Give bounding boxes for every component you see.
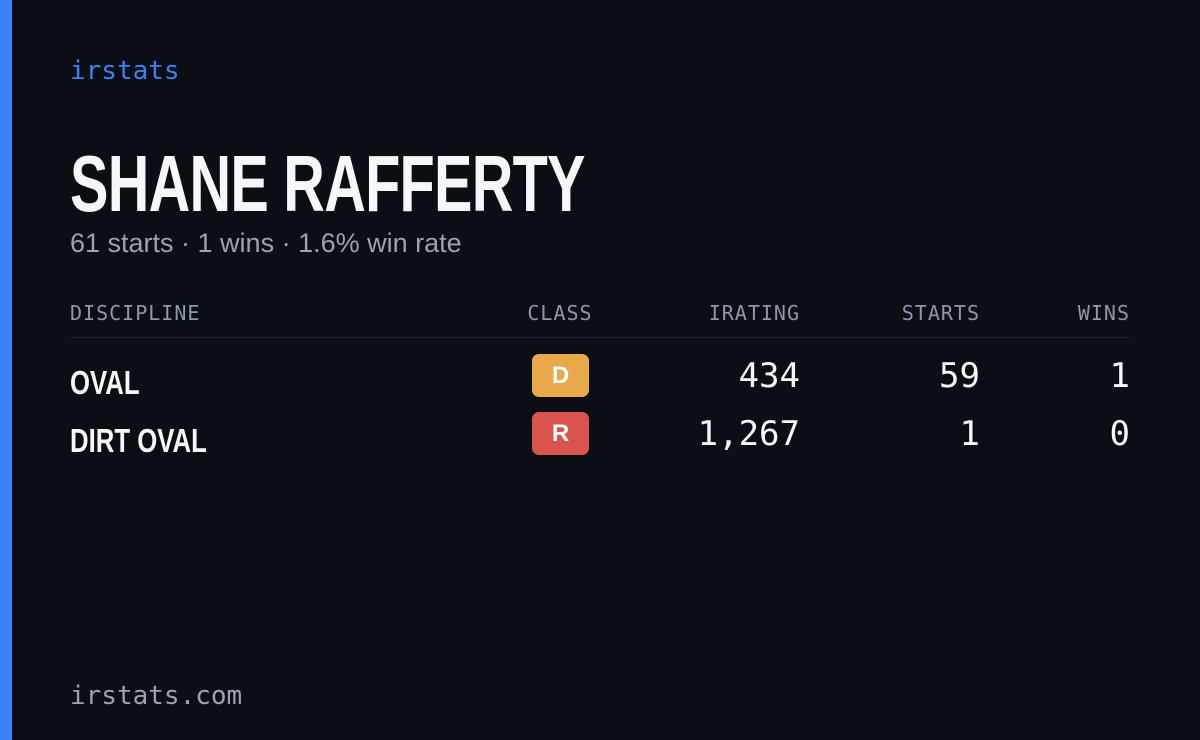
column-header: CLASS bbox=[527, 301, 593, 325]
column-header: IRATING bbox=[708, 301, 800, 325]
header-rule bbox=[70, 337, 1130, 338]
driver-name: SHANE RAFFERTY bbox=[70, 139, 585, 228]
wins-value: 1 bbox=[1109, 356, 1130, 396]
discipline: DIRT OVAL bbox=[70, 422, 207, 459]
class-badge: R bbox=[532, 412, 589, 455]
starts-value: 1 bbox=[959, 414, 980, 454]
column-header: STARTS bbox=[901, 301, 980, 325]
driver-summary: 61 starts · 1 wins · 1.6% win rate bbox=[70, 228, 462, 258]
brand: irstats bbox=[70, 56, 180, 86]
irating-value: 434 bbox=[738, 356, 800, 396]
irating-value: 1,267 bbox=[697, 414, 800, 454]
discipline: OVAL bbox=[70, 364, 140, 401]
accent-bar bbox=[0, 0, 12, 740]
wins-value: 0 bbox=[1109, 414, 1130, 454]
footer: irstats.com bbox=[70, 681, 243, 711]
column-header: WINS bbox=[1077, 301, 1130, 325]
class-badge: D bbox=[532, 354, 589, 397]
starts-value: 59 bbox=[939, 356, 980, 396]
column-header: DISCIPLINE bbox=[70, 301, 201, 325]
